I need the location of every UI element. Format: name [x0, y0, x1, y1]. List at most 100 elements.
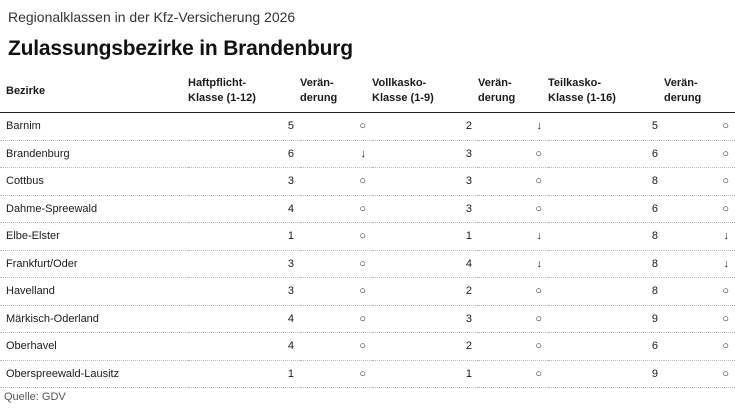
vollkasko-class: 3 [372, 195, 478, 223]
teilkasko-class: 8 [548, 167, 664, 196]
vollkasko-class: 1 [372, 360, 478, 388]
teilkasko-change-icon: ↓ [664, 250, 735, 278]
haftpflicht-change-icon: ○ [300, 222, 372, 251]
table-header-row: Bezirke Haftpflicht- Klasse (1-12) Verän-… [0, 70, 735, 113]
teilkasko-change-icon: ○ [664, 305, 735, 333]
teilkasko-change-icon: ○ [664, 277, 735, 306]
haftpflicht-class: 6 [188, 140, 300, 168]
header-bezirke: Bezirke [0, 70, 188, 113]
vollkasko-change-icon: ↓ [478, 222, 548, 251]
subtitle: Regionalklassen in der Kfz-Versicherung … [8, 9, 296, 25]
vollkasko-change-icon: ○ [478, 167, 548, 196]
teilkasko-change-icon: ↓ [664, 222, 735, 251]
table-row: Oder-Spree2↓2○7○ [0, 387, 735, 390]
teilkasko-class: 6 [548, 332, 664, 361]
teilkasko-change-icon: ○ [664, 140, 735, 168]
haftpflicht-class: 1 [188, 222, 300, 251]
teilkasko-change-icon: ○ [664, 332, 735, 361]
vollkasko-class: 2 [372, 277, 478, 306]
teilkasko-change-icon: ○ [664, 360, 735, 388]
vollkasko-change-icon: ○ [478, 332, 548, 361]
teilkasko-class: 7 [548, 387, 664, 390]
haftpflicht-change-icon: ○ [300, 360, 372, 388]
teilkasko-class: 6 [548, 140, 664, 168]
teilkasko-change-icon: ○ [664, 112, 735, 141]
haftpflicht-change-icon: ○ [300, 167, 372, 196]
district-name: Märkisch-Oderland [0, 305, 188, 333]
vollkasko-class: 4 [372, 250, 478, 278]
header-veraenderung-1: Verän-derung [300, 70, 372, 113]
haftpflicht-change-icon: ↓ [300, 387, 372, 390]
teilkasko-class: 5 [548, 112, 664, 141]
vollkasko-change-icon: ↓ [478, 250, 548, 278]
vollkasko-change-icon: ○ [478, 277, 548, 306]
header-teilkasko: Teilkasko- Klasse (1-16) [548, 70, 664, 113]
district-name: Elbe-Elster [0, 222, 188, 251]
header-veraenderung-2: Verän-derung [478, 70, 548, 113]
table-row: Elbe-Elster 1 ○ 1 ↓ 8 ↓ [0, 222, 735, 251]
table-row: Barnim 5 ○ 2 ↓ 5 ○ [0, 112, 735, 141]
vollkasko-change-icon: ○ [478, 360, 548, 388]
vollkasko-class: 2 [372, 112, 478, 141]
header-vollkasko: Vollkasko- Klasse (1-9) [372, 70, 478, 113]
vollkasko-class: 3 [372, 305, 478, 333]
haftpflicht-class: 1 [188, 360, 300, 388]
table-row: Cottbus 3 ○ 3 ○ 8 ○ [0, 167, 735, 196]
header-veraenderung-3: Verän-derung [664, 70, 735, 113]
haftpflicht-class: 3 [188, 250, 300, 278]
teilkasko-class: 8 [548, 250, 664, 278]
haftpflicht-change-icon: ○ [300, 250, 372, 278]
haftpflicht-class: 4 [188, 332, 300, 361]
haftpflicht-class: 3 [188, 277, 300, 306]
table-row: Oberhavel 4 ○ 2 ○ 6 ○ [0, 332, 735, 361]
vollkasko-class: 2 [372, 387, 478, 390]
table-row: Havelland 3 ○ 2 ○ 8 ○ [0, 277, 735, 306]
table-row: Märkisch-Oderland 4 ○ 3 ○ 9 ○ [0, 305, 735, 333]
vollkasko-change-icon: ○ [478, 195, 548, 223]
haftpflicht-change-icon: ○ [300, 112, 372, 141]
teilkasko-class: 8 [548, 222, 664, 251]
table-row: Brandenburg 6 ↓ 3 ○ 6 ○ [0, 140, 735, 168]
haftpflicht-class: 5 [188, 112, 300, 141]
table-row: Frankfurt/Oder 3 ○ 4 ↓ 8 ↓ [0, 250, 735, 278]
vollkasko-change-icon: ○ [478, 140, 548, 168]
district-name: Cottbus [0, 167, 188, 196]
regional-class-table: Bezirke Haftpflicht- Klasse (1-12) Verän-… [0, 70, 735, 390]
haftpflicht-change-icon: ○ [300, 305, 372, 333]
district-name: Barnim [0, 112, 188, 141]
haftpflicht-change-icon: ↓ [300, 140, 372, 168]
teilkasko-class: 8 [548, 277, 664, 306]
district-name: Brandenburg [0, 140, 188, 168]
haftpflicht-class: 3 [188, 167, 300, 196]
haftpflicht-change-icon: ○ [300, 332, 372, 361]
haftpflicht-class: 2 [188, 387, 300, 390]
vollkasko-class: 3 [372, 140, 478, 168]
vollkasko-class: 1 [372, 222, 478, 251]
table-row: Dahme-Spreewald 4 ○ 3 ○ 6 ○ [0, 195, 735, 223]
table-container[interactable]: Bezirke Haftpflicht- Klasse (1-12) Verän-… [0, 70, 735, 390]
teilkasko-class: 6 [548, 195, 664, 223]
table-row: Oberspreewald-Lausitz 1 ○ 1 ○ 9 ○ [0, 360, 735, 388]
vollkasko-class: 3 [372, 167, 478, 196]
district-name: Oder-Spree [0, 387, 188, 390]
header-haftpflicht: Haftpflicht- Klasse (1-12) [188, 70, 300, 113]
haftpflicht-class: 4 [188, 195, 300, 223]
teilkasko-change-icon: ○ [664, 195, 735, 223]
district-name: Frankfurt/Oder [0, 250, 188, 278]
vollkasko-change-icon: ○ [478, 305, 548, 333]
page-title: Zulassungsbezirke in Brandenburg [8, 37, 353, 60]
vollkasko-change-icon: ↓ [478, 112, 548, 141]
district-name: Oberhavel [0, 332, 188, 361]
district-name: Dahme-Spreewald [0, 195, 188, 223]
haftpflicht-change-icon: ○ [300, 277, 372, 306]
teilkasko-class: 9 [548, 360, 664, 388]
teilkasko-change-icon: ○ [664, 387, 735, 390]
source-note: Quelle: GDV [4, 391, 66, 403]
haftpflicht-change-icon: ○ [300, 195, 372, 223]
vollkasko-class: 2 [372, 332, 478, 361]
vollkasko-change-icon: ○ [478, 387, 548, 390]
district-name: Havelland [0, 277, 188, 306]
teilkasko-change-icon: ○ [664, 167, 735, 196]
district-name: Oberspreewald-Lausitz [0, 360, 188, 388]
haftpflicht-class: 4 [188, 305, 300, 333]
